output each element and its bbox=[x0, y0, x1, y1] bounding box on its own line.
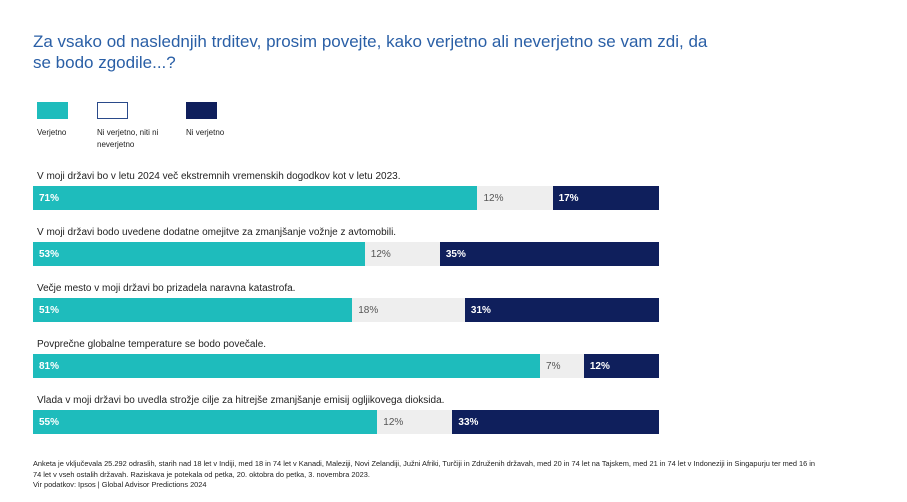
legend-item-neutral: Ni verjetno, niti ni neverjetno bbox=[97, 102, 177, 151]
stacked-bar: 71% 12% 17% bbox=[33, 186, 659, 210]
footnote: Anketa je vključevala 25.292 odraslih, s… bbox=[33, 459, 823, 491]
bar-row: V moji državi bodo uvedene dodatne omeji… bbox=[33, 226, 663, 282]
bar-segment-neutral: 12% bbox=[377, 410, 453, 434]
bar-segment-neutral: 12% bbox=[477, 186, 553, 210]
bar-row: V moji državi bo v letu 2024 več ekstrem… bbox=[33, 170, 663, 226]
category-label: V moji državi bo v letu 2024 več ekstrem… bbox=[37, 171, 401, 182]
bar-row: Večje mesto v moji državi bo prizadela n… bbox=[33, 282, 663, 338]
legend-label-unlikely: Ni verjetno bbox=[186, 128, 225, 137]
footnote-source: Vir podatkov: Ipsos | Global Advisor Pre… bbox=[33, 480, 207, 489]
legend-item-likely: Verjetno bbox=[37, 102, 147, 139]
category-label: Vlada v moji državi bo uvedla strožje ci… bbox=[37, 395, 445, 406]
bar-row: Povprečne globalne temperature se bodo p… bbox=[33, 338, 663, 394]
bar-segment-unlikely: 33% bbox=[452, 410, 659, 434]
category-label: Večje mesto v moji državi bo prizadela n… bbox=[37, 283, 296, 294]
chart-title: Za vsako od naslednjih trditev, prosim p… bbox=[33, 32, 708, 72]
stacked-bar: 53% 12% 35% bbox=[33, 242, 659, 266]
bar-segment-neutral: 12% bbox=[364, 242, 440, 266]
bar-segment-unlikely: 12% bbox=[583, 354, 659, 378]
category-label: V moji državi bodo uvedene dodatne omeji… bbox=[37, 227, 397, 238]
bar-segment-neutral: 18% bbox=[352, 298, 465, 322]
bar-segment-likely: 53% bbox=[33, 242, 365, 266]
bar-segment-unlikely: 17% bbox=[552, 186, 659, 210]
stacked-bar: 55% 12% 33% bbox=[33, 410, 659, 434]
category-label: Povprečne globalne temperature se bodo p… bbox=[37, 339, 267, 350]
legend-item-unlikely: Ni verjetno bbox=[186, 102, 296, 139]
bar-segment-unlikely: 31% bbox=[464, 298, 659, 322]
footnote-methodology: Anketa je vključevala 25.292 odraslih, s… bbox=[33, 459, 816, 479]
stacked-bar: 51% 18% 31% bbox=[33, 298, 659, 322]
bar-row: Vlada v moji državi bo uvedla strožje ci… bbox=[33, 394, 663, 450]
bar-segment-likely: 81% bbox=[33, 354, 541, 378]
legend-swatch-unlikely bbox=[186, 102, 217, 119]
legend-label-neutral: Ni verjetno, niti ni neverjetno bbox=[97, 128, 159, 149]
bar-segment-neutral: 7% bbox=[540, 354, 584, 378]
bar-segment-likely: 51% bbox=[33, 298, 353, 322]
bar-rows: V moji državi bo v letu 2024 več ekstrem… bbox=[33, 170, 663, 450]
bar-segment-likely: 55% bbox=[33, 410, 378, 434]
bar-segment-unlikely: 35% bbox=[439, 242, 659, 266]
legend-swatch-neutral bbox=[97, 102, 128, 119]
legend-swatch-likely bbox=[37, 102, 68, 119]
stacked-bar: 81% 7% 12% bbox=[33, 354, 659, 378]
legend-label-likely: Verjetno bbox=[37, 128, 67, 137]
bar-segment-likely: 71% bbox=[33, 186, 478, 210]
